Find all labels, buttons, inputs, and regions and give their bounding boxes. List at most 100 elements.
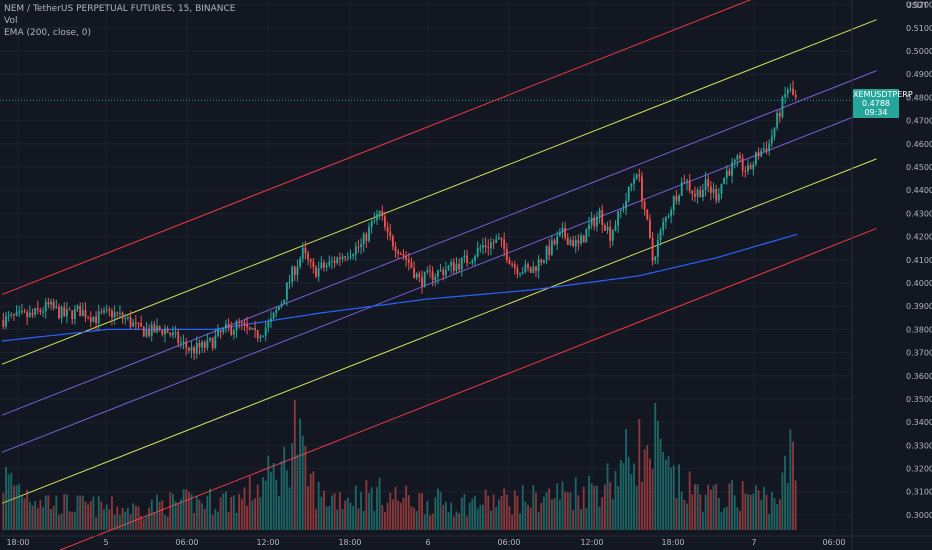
currency-label: USDT xyxy=(906,1,928,10)
candle-body xyxy=(447,265,450,270)
candle-body xyxy=(667,216,670,218)
legend-title[interactable]: NEM / TetherUS PERPETUAL FUTURES, 15, BI… xyxy=(4,4,236,14)
candle-body xyxy=(728,170,731,176)
candle-body xyxy=(479,247,482,249)
volume-bar xyxy=(619,459,622,530)
volume-bar xyxy=(15,485,18,530)
volume-bar xyxy=(548,488,551,530)
volume-bar xyxy=(773,498,776,530)
volume-bar xyxy=(752,493,755,530)
candlesticks xyxy=(2,80,797,361)
candle-body xyxy=(63,306,66,317)
volume-bar xyxy=(214,509,217,530)
volume-bar xyxy=(662,451,665,530)
time-tick-label: 5 xyxy=(103,538,108,547)
volume-bar xyxy=(354,485,357,530)
volume-bar xyxy=(309,473,312,530)
candle-body xyxy=(696,190,699,197)
volume-bar xyxy=(553,498,556,530)
time-tick-label: 7 xyxy=(751,538,756,547)
volume-bar xyxy=(455,511,458,530)
volume-bar xyxy=(275,479,278,530)
legend-ema[interactable]: EMA (200, close, 0) xyxy=(4,28,92,38)
candle-body xyxy=(601,210,604,226)
candle-body xyxy=(272,312,275,319)
candle-body xyxy=(617,210,620,226)
volume-bar xyxy=(725,506,728,530)
candle-body xyxy=(301,247,304,259)
candle-body xyxy=(158,326,161,331)
legend-vol[interactable]: Vol xyxy=(4,16,18,26)
candle-body xyxy=(752,164,755,170)
candle-body xyxy=(614,225,617,231)
volume-bar xyxy=(5,466,7,530)
volume-bar xyxy=(20,495,23,530)
candle-body xyxy=(511,263,514,265)
volume-bar xyxy=(386,502,389,530)
candle-body xyxy=(224,324,227,329)
candle-body xyxy=(540,259,543,263)
volume-bar xyxy=(285,470,288,530)
candle-body xyxy=(394,246,397,252)
candle-body xyxy=(142,326,145,337)
candle-body xyxy=(455,263,458,271)
candle-body xyxy=(330,260,333,262)
candle-body xyxy=(36,308,39,311)
candle-body xyxy=(516,268,519,274)
candle-body xyxy=(235,321,238,331)
candle-body xyxy=(126,316,129,319)
volume-bar xyxy=(325,506,328,530)
candle-body xyxy=(460,257,463,270)
time-tick-label: 06:00 xyxy=(822,538,845,547)
volume-bar xyxy=(444,501,447,530)
volume-bar xyxy=(789,429,792,530)
volume-bar xyxy=(28,501,31,530)
candle-body xyxy=(656,240,659,257)
candle-body xyxy=(304,247,307,254)
volume-bar xyxy=(540,503,543,530)
candle-body xyxy=(535,266,537,271)
volume-bar xyxy=(116,506,119,530)
candle-body xyxy=(773,127,776,137)
candle-body xyxy=(598,210,601,217)
volume-bar xyxy=(296,454,299,530)
volume-bar xyxy=(421,493,423,530)
candle-body xyxy=(463,255,466,258)
candle-body xyxy=(662,221,665,231)
price-tick-label: 0.3800 xyxy=(906,325,932,334)
volume-bar xyxy=(476,508,479,530)
volume-bar xyxy=(566,492,569,530)
candle-body xyxy=(288,282,291,284)
volume-bar xyxy=(757,490,760,530)
candle-body xyxy=(603,225,606,231)
candle-body xyxy=(275,309,278,313)
candle-body xyxy=(118,312,121,314)
volume-bar xyxy=(696,484,699,530)
candle-body xyxy=(238,321,241,323)
price-tick-label: 0.5100 xyxy=(906,24,932,33)
volume-bar xyxy=(452,516,455,530)
candle-body xyxy=(694,193,696,197)
volume-bar xyxy=(301,435,304,530)
volume-bar xyxy=(776,504,779,530)
volume-bar xyxy=(439,492,442,530)
candle-body xyxy=(484,245,487,248)
candle-body xyxy=(659,230,662,241)
candle-body xyxy=(402,254,405,257)
candle-body xyxy=(153,324,156,333)
volume-bar xyxy=(153,512,156,530)
candle-body xyxy=(731,162,734,176)
volume-bar xyxy=(656,420,659,530)
candle-body xyxy=(595,216,598,227)
candle-body xyxy=(198,342,201,348)
volume-bar xyxy=(7,474,10,530)
candle-body xyxy=(211,338,214,348)
candle-body xyxy=(100,311,103,313)
volume-bar xyxy=(794,480,797,530)
candle-body xyxy=(550,240,553,255)
candle-body xyxy=(582,235,585,243)
volume-bar xyxy=(68,511,71,530)
candle-body xyxy=(691,190,694,194)
